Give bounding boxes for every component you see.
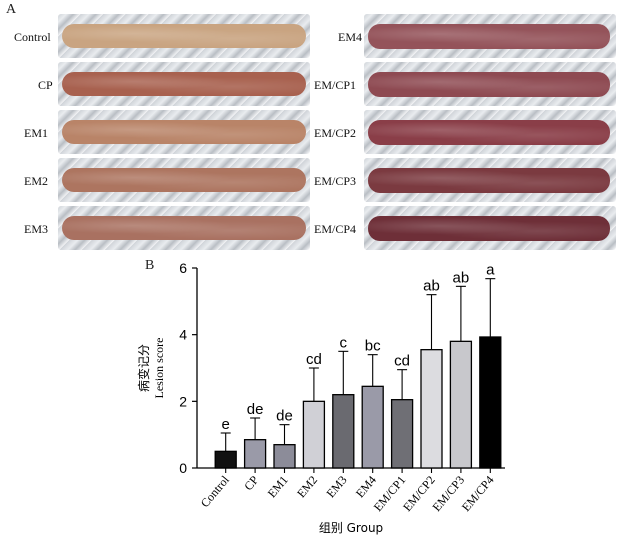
significance-letter: de [276, 408, 293, 425]
photo-label-em1: EM1 [24, 126, 48, 140]
photo-label-em-cp1: EM/CP1 [314, 78, 357, 92]
x-tick-label: EM4 [353, 473, 379, 500]
x-axis-label: 组别 Group [319, 521, 383, 535]
x-tick-label: EM/CP4 [459, 473, 497, 514]
photo-label-em2: EM2 [24, 174, 48, 188]
intestine-segment-photo [62, 216, 306, 240]
photo-label-em-cp2: EM/CP2 [314, 126, 357, 140]
photo-label-cp: CP [38, 78, 53, 92]
x-tick-label: EM2 [294, 473, 320, 500]
intestine-photo-grid: Control CP EM1 EM2 EM3 EM4 EM/CP1 EM/CP2 EM/CP3 E… [0, 0, 619, 262]
photo-label-em3: EM3 [24, 222, 48, 236]
lesion-score-bar-chart: 0 2 4 6 病变记分 Lesion score e Control de CP de EM1 cd E… [136, 260, 505, 535]
significance-letter: cd [306, 351, 322, 368]
intestine-segment-photo [368, 24, 610, 49]
significance-letter: ab [423, 278, 440, 295]
significance-letter: bc [365, 338, 381, 355]
intestine-segment-photo [368, 72, 610, 97]
x-tick-label: CP [241, 473, 261, 493]
bar-em3 [332, 394, 355, 469]
panel-b-label: B [145, 258, 155, 273]
bar-em-cp3 [449, 340, 473, 469]
significance-letter: e [222, 416, 230, 433]
photo-label-em-cp3: EM/CP3 [314, 174, 357, 188]
x-tick-label: EM1 [265, 473, 291, 500]
significance-letter: c [340, 334, 348, 351]
significance-letter: a [486, 262, 495, 279]
y-tick-label: 4 [179, 327, 187, 343]
y-tick-label: 2 [179, 393, 187, 409]
significance-letter: cd [394, 353, 410, 370]
bar-em2 [302, 400, 326, 469]
bar-cp [243, 439, 267, 469]
intestine-segment-photo [368, 120, 610, 145]
significance-letter: de [247, 401, 264, 418]
intestine-segment-photo [368, 216, 610, 241]
intestine-segment-photo [62, 72, 306, 96]
intestine-segment-photo [62, 168, 306, 192]
photo-label-em-cp4: EM/CP4 [314, 222, 357, 236]
y-tick-label: 6 [179, 260, 187, 276]
significance-letter: ab [453, 269, 470, 286]
panel-a-label: A [6, 2, 17, 17]
bar-em-cp1 [390, 399, 414, 469]
bar-em-cp4 [479, 336, 502, 469]
intestine-segment-photo [62, 120, 306, 144]
bar-em1 [273, 444, 296, 469]
bar-em-cp2 [420, 349, 443, 469]
bar-control [214, 450, 237, 469]
bar-em4 [361, 385, 384, 469]
photo-label-em4: EM4 [338, 30, 362, 44]
intestine-segment-photo [62, 24, 306, 48]
y-axis-label-en: Lesion score [152, 338, 166, 399]
x-tick-label: Control [198, 472, 233, 510]
y-tick-label: 0 [179, 460, 187, 476]
photo-label-control: Control [14, 30, 51, 44]
y-axis-label-cn: 病变记分 [136, 344, 151, 392]
intestine-segment-photo [368, 168, 610, 193]
x-tick-label: EM3 [323, 473, 349, 500]
